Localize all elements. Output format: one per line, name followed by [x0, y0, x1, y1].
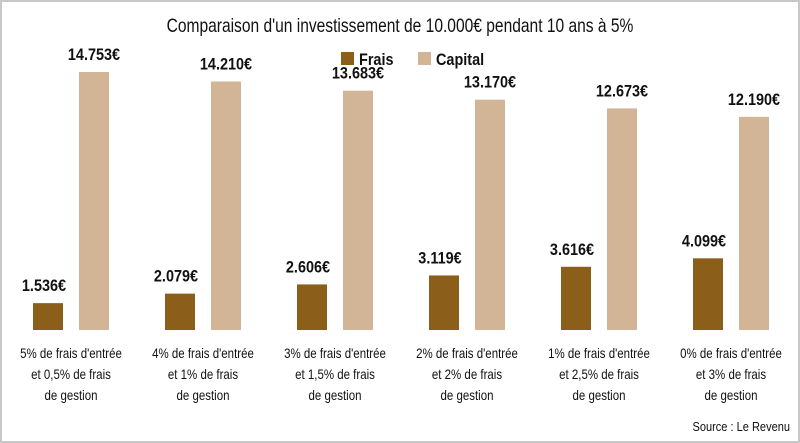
- bar-frais: [165, 293, 195, 330]
- category-label: 5% de frais d'entrée: [20, 345, 122, 361]
- legend-swatch-capital: [418, 52, 431, 65]
- bar-capital: [211, 81, 241, 330]
- category-label: et 2,5% de frais: [559, 366, 639, 382]
- category-label: de gestion: [45, 387, 98, 403]
- data-label-capital: 13.170€: [464, 74, 516, 92]
- chart-title: Comparaison d'un investissement de 10.00…: [167, 15, 634, 37]
- bar-capital: [739, 116, 769, 331]
- data-label-frais: 3.616€: [550, 241, 594, 259]
- source-note: Source : Le Revenu: [692, 419, 790, 434]
- category-label: de gestion: [441, 387, 494, 403]
- data-label-frais: 3.119€: [418, 249, 462, 267]
- data-label-capital: 12.673€: [596, 82, 648, 100]
- data-label-capital: 14.210€: [200, 55, 252, 73]
- legend: Frais Capital: [341, 51, 484, 69]
- category-label: 4% de frais d'entrée: [152, 345, 254, 361]
- bar-frais: [429, 275, 459, 330]
- bar-capital: [79, 72, 109, 330]
- category-label: de gestion: [309, 387, 362, 403]
- category-label: 3% de frais d'entrée: [284, 345, 386, 361]
- legend-label-frais: Frais: [359, 51, 394, 69]
- data-label-capital: 14.753€: [68, 46, 120, 64]
- bar-frais: [693, 258, 723, 330]
- data-label-frais: 1.536€: [22, 277, 66, 295]
- category-label: et 1,5% de frais: [295, 366, 375, 382]
- category-label: et 3% de frais: [696, 366, 766, 382]
- bar-frais: [297, 284, 327, 330]
- data-label-frais: 4.099€: [682, 232, 726, 250]
- category-label: 0% de frais d'entrée: [680, 345, 782, 361]
- data-label-frais: 2.606€: [286, 258, 330, 276]
- bar-capital: [343, 90, 373, 330]
- bar-frais: [33, 303, 63, 330]
- category-label: 2% de frais d'entrée: [416, 345, 518, 361]
- category-label: 1% de frais d'entrée: [548, 345, 650, 361]
- category-label: et 0,5% de frais: [31, 366, 111, 382]
- category-label: de gestion: [573, 387, 626, 403]
- category-label: et 2% de frais: [432, 366, 502, 382]
- category-label: de gestion: [705, 387, 758, 403]
- bar-frais: [561, 266, 591, 330]
- legend-swatch-frais: [341, 52, 354, 65]
- data-label-capital: 13.683€: [332, 65, 384, 83]
- bar-capital: [607, 108, 637, 331]
- category-label: et 1% de frais: [168, 366, 238, 382]
- legend-label-capital: Capital: [436, 51, 484, 69]
- bar-capital: [475, 99, 505, 330]
- data-label-frais: 2.079€: [154, 268, 198, 286]
- data-label-capital: 12.190€: [728, 91, 780, 109]
- category-label: de gestion: [177, 387, 230, 403]
